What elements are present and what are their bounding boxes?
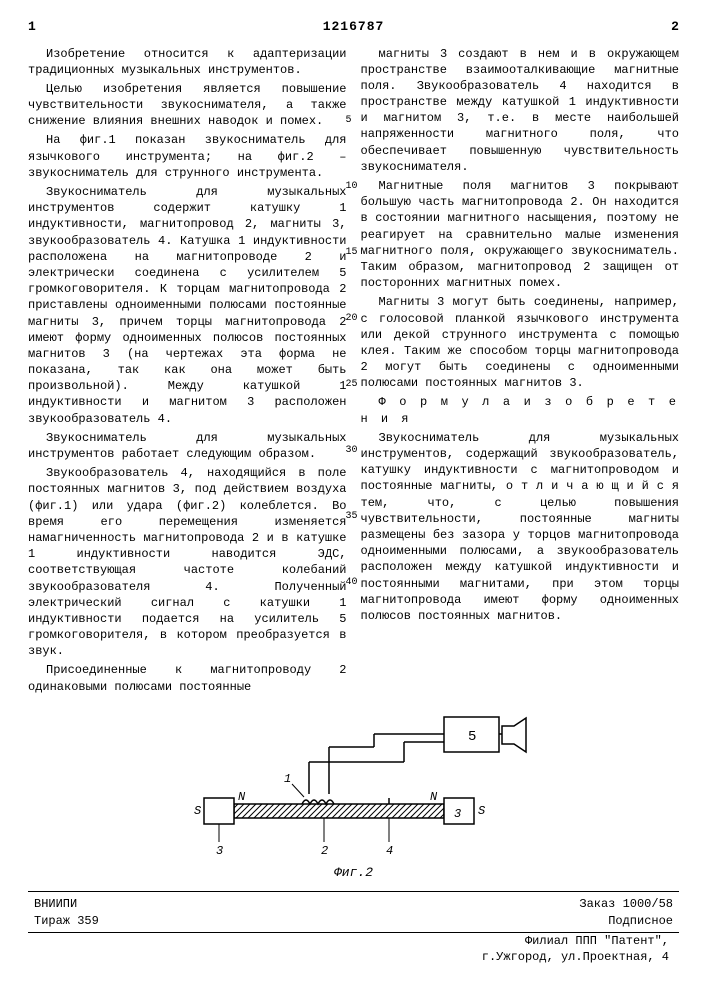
paragraph: Звукосниматель для музыкальных инструмен… [28, 184, 347, 427]
footer-tirazh: Тираж 359 [34, 913, 99, 929]
footer: ВНИИПИ Заказ 1000/58 Тираж 359 Подписное… [28, 891, 679, 965]
footer-filial-1: Филиал ППП "Патент", [28, 933, 669, 949]
line-number-gutter: 5 10 15 20 25 30 35 40 [346, 116, 358, 644]
paragraph: Звукосниматель для музыкальных инструмен… [361, 430, 680, 624]
line-marker: 5 [346, 116, 358, 126]
paragraph: Магниты 3 могут быть соединены, например… [361, 294, 680, 391]
line-marker: 10 [346, 182, 358, 192]
paragraph: Магнитные поля магнитов 3 покрывают боль… [361, 178, 680, 291]
label-s-left: S [194, 804, 201, 818]
paragraph: Целью изобретения является повышение чув… [28, 81, 347, 130]
magnet-left [204, 798, 234, 824]
paragraph: Присоединенные к магнитопроводу 2 одинак… [28, 662, 347, 694]
line-marker: 30 [346, 446, 358, 456]
label-n-right: N [430, 790, 438, 804]
footer-podpis: Подписное [608, 913, 673, 929]
formula-title: Ф о р м у л а и з о б р е т е н и я [361, 394, 680, 426]
footer-org: ВНИИПИ [34, 896, 77, 912]
label-3-right: 3 [454, 807, 461, 821]
page-number-left: 1 [28, 18, 36, 36]
magnitoprovod [234, 804, 444, 818]
label-n-left: N [238, 790, 246, 804]
paragraph: магниты 3 создают в нем и в окружающем п… [361, 46, 680, 176]
label-4: 4 [386, 844, 393, 858]
footer-filial-2: г.Ужгород, ул.Проектная, 4 [28, 949, 669, 965]
right-column: магниты 3 создают в нем и в окружающем п… [361, 46, 680, 698]
label-s-right: S [478, 804, 485, 818]
line-marker: 20 [346, 314, 358, 324]
figure-2: 5 S N N S [28, 712, 679, 882]
figure-svg: 5 S N N S [174, 712, 534, 862]
line-marker: 35 [346, 512, 358, 522]
label-3-left: 3 [216, 844, 223, 858]
speaker-icon [502, 718, 526, 752]
header-row: 1 1216787 2 [28, 18, 679, 36]
line-marker: 25 [346, 380, 358, 390]
left-column: Изобретение относится к адаптеризации тр… [28, 46, 347, 698]
paragraph: Звукосниматель для музыкальных инструмен… [28, 430, 347, 462]
footer-order: Заказ 1000/58 [579, 896, 673, 912]
document-number: 1216787 [323, 18, 385, 36]
label-2: 2 [321, 844, 328, 858]
paragraph: На фиг.1 показан звукосниматель для языч… [28, 132, 347, 181]
label-5: 5 [468, 729, 476, 745]
paragraph: Звукообразователь 4, находящийся в поле … [28, 465, 347, 659]
line-marker: 40 [346, 578, 358, 588]
paragraph: Изобретение относится к адаптеризации тр… [28, 46, 347, 78]
line-marker: 15 [346, 248, 358, 258]
page-number-right: 2 [671, 18, 679, 36]
figure-caption: Фиг.2 [28, 864, 679, 882]
label-1: 1 [284, 772, 291, 786]
